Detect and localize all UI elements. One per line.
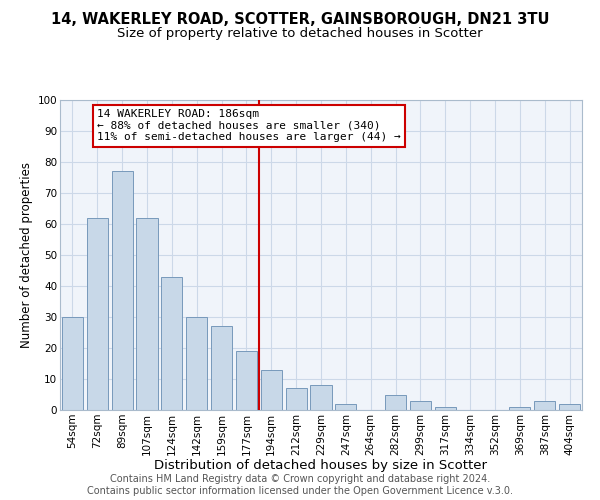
- Text: 14 WAKERLEY ROAD: 186sqm
← 88% of detached houses are smaller (340)
11% of semi-: 14 WAKERLEY ROAD: 186sqm ← 88% of detach…: [97, 110, 401, 142]
- Bar: [87, 218, 108, 410]
- Bar: [435, 407, 456, 410]
- Bar: [310, 385, 332, 410]
- Bar: [509, 407, 530, 410]
- Bar: [261, 370, 282, 410]
- Bar: [136, 218, 158, 410]
- Bar: [62, 317, 83, 410]
- Bar: [161, 276, 182, 410]
- Text: Contains HM Land Registry data © Crown copyright and database right 2024.: Contains HM Land Registry data © Crown c…: [110, 474, 490, 484]
- Bar: [385, 394, 406, 410]
- Y-axis label: Number of detached properties: Number of detached properties: [20, 162, 34, 348]
- Bar: [410, 400, 431, 410]
- Bar: [534, 400, 555, 410]
- Bar: [286, 388, 307, 410]
- Text: Size of property relative to detached houses in Scotter: Size of property relative to detached ho…: [117, 28, 483, 40]
- Text: 14, WAKERLEY ROAD, SCOTTER, GAINSBOROUGH, DN21 3TU: 14, WAKERLEY ROAD, SCOTTER, GAINSBOROUGH…: [51, 12, 549, 28]
- Bar: [211, 326, 232, 410]
- X-axis label: Distribution of detached houses by size in Scotter: Distribution of detached houses by size …: [155, 459, 487, 472]
- Bar: [559, 404, 580, 410]
- Bar: [186, 317, 207, 410]
- Bar: [112, 172, 133, 410]
- Text: Contains public sector information licensed under the Open Government Licence v.: Contains public sector information licen…: [87, 486, 513, 496]
- Bar: [236, 351, 257, 410]
- Bar: [335, 404, 356, 410]
